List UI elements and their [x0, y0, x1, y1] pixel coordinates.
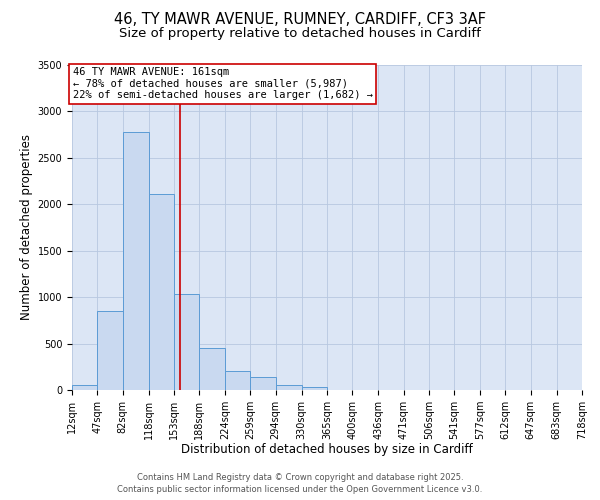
- Bar: [72, 385, 97, 390]
- Bar: [97, 311, 122, 390]
- Text: Size of property relative to detached houses in Cardiff: Size of property relative to detached ho…: [119, 28, 481, 40]
- Bar: [302, 387, 327, 390]
- Text: Contains public sector information licensed under the Open Government Licence v3: Contains public sector information licen…: [118, 484, 482, 494]
- Y-axis label: Number of detached properties: Number of detached properties: [20, 134, 34, 320]
- Bar: [122, 132, 149, 390]
- Text: Contains HM Land Registry data © Crown copyright and database right 2025.: Contains HM Land Registry data © Crown c…: [137, 473, 463, 482]
- Bar: [250, 376, 276, 390]
- Bar: [225, 370, 250, 390]
- Text: 46 TY MAWR AVENUE: 161sqm
← 78% of detached houses are smaller (5,987)
22% of se: 46 TY MAWR AVENUE: 161sqm ← 78% of detac…: [73, 68, 373, 100]
- Bar: [174, 294, 199, 390]
- Bar: [199, 348, 225, 390]
- Bar: [276, 385, 302, 390]
- Bar: [149, 194, 174, 390]
- Text: 46, TY MAWR AVENUE, RUMNEY, CARDIFF, CF3 3AF: 46, TY MAWR AVENUE, RUMNEY, CARDIFF, CF3…: [114, 12, 486, 28]
- X-axis label: Distribution of detached houses by size in Cardiff: Distribution of detached houses by size …: [181, 444, 473, 456]
